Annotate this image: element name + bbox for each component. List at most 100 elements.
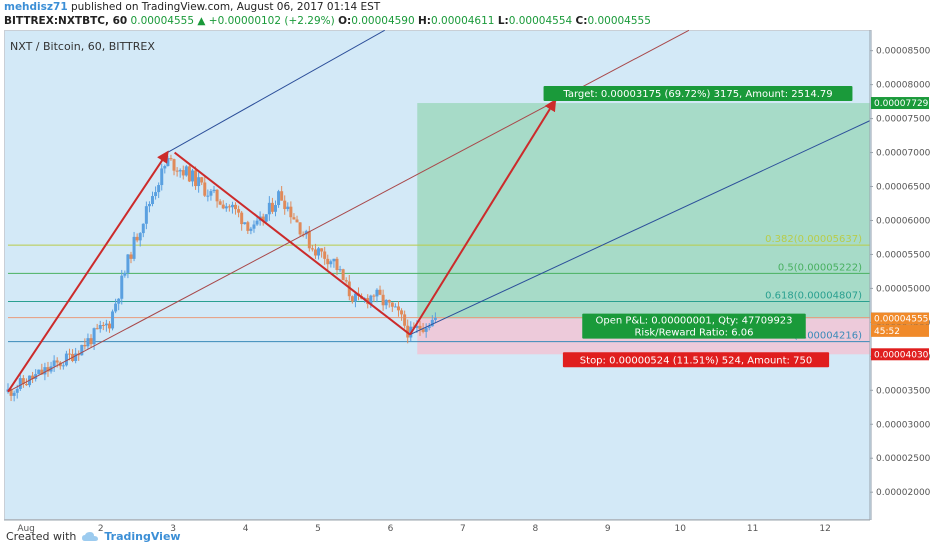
candle-body — [403, 314, 407, 326]
candle-body — [107, 323, 111, 329]
candle-body — [387, 299, 391, 303]
candle-body — [172, 159, 176, 171]
close-label: C: — [575, 15, 588, 27]
candle-body — [424, 327, 428, 332]
candle-body — [249, 228, 253, 231]
candle-body — [123, 272, 127, 276]
open-value: 0.00004590 — [351, 15, 415, 27]
candle-body — [184, 166, 188, 176]
candle-body — [92, 328, 96, 345]
candle-body — [135, 236, 139, 241]
fib-level-label: 0.382(0.00005637) — [765, 234, 862, 245]
stop-label-bg — [562, 352, 830, 368]
candle-body — [154, 192, 158, 197]
candle-body — [218, 201, 222, 205]
x-tick-label: 3 — [170, 524, 176, 534]
candle-body — [286, 206, 290, 210]
symbol-quote-line: BITTREX:NXTBTC, 60 0.00004555 ▲ +0.00000… — [4, 15, 651, 27]
candle-body — [335, 258, 339, 270]
target-label-text: Target: 0.00003175 (69.72%) 3175, Amount… — [562, 89, 832, 100]
candle-body — [141, 223, 145, 234]
footer: Created with TradingView — [6, 530, 181, 543]
candle-body — [166, 158, 170, 167]
candle-body — [224, 206, 228, 209]
candle-body — [21, 378, 25, 384]
close-value: 0.00004555 — [587, 15, 651, 27]
candle-body — [126, 254, 130, 273]
candle-body — [117, 298, 121, 304]
risk-reward-text: Risk/Reward Ratio: 6.06 — [634, 328, 753, 339]
price-tag-label: 0.00004030 — [874, 350, 929, 360]
candle-body — [194, 170, 198, 187]
price-tag — [871, 324, 929, 337]
stop-label-text: Stop: 0.00000524 (11.51%) 524, Amount: 7… — [580, 355, 812, 366]
candle-body — [24, 383, 28, 386]
low-label: L: — [497, 15, 509, 27]
candle-body — [181, 170, 185, 176]
candle-body — [190, 170, 194, 182]
candle-body — [212, 189, 216, 192]
created-with-text: Created with — [6, 530, 77, 543]
candle-body — [147, 203, 151, 207]
target-label: Target: 0.00003175 (69.72%) 3175, Amount… — [543, 86, 853, 102]
last-price: 0.00004555 — [130, 15, 195, 27]
x-tick-label: 5 — [315, 524, 321, 534]
candle-body — [163, 166, 167, 169]
y-tick-label: 0.00002000 — [876, 488, 931, 498]
candle-body — [261, 216, 265, 222]
price-change: +0.00000102 (+2.29%) — [208, 15, 335, 27]
x-tick-label: 12 — [819, 524, 830, 534]
candle-body — [101, 324, 105, 326]
candle-body — [178, 170, 182, 172]
candle-body — [61, 365, 65, 367]
trend-channel-line — [409, 120, 871, 336]
candle-body — [277, 191, 281, 206]
pnl-label-text: Open P&L: 0.00000001, Qty: 47709923 — [595, 316, 792, 327]
candle-body — [138, 233, 142, 241]
candle-body — [209, 191, 213, 196]
candle-body — [430, 319, 434, 327]
price-tag — [871, 97, 929, 110]
high-value: 0.00004611 — [431, 15, 495, 27]
price-tag — [871, 312, 929, 325]
candle-body — [267, 202, 271, 215]
author-link[interactable]: mehdisz71 — [4, 1, 68, 13]
y-tick-label: 0.00002500 — [876, 454, 931, 464]
y-tick-label: 0.00007000 — [876, 149, 931, 159]
candle-body — [396, 306, 400, 311]
candle-body — [98, 324, 102, 329]
publish-info: mehdisz71 published on TradingView.com, … — [4, 1, 380, 13]
candle-body — [83, 344, 87, 347]
candle-body — [52, 360, 56, 367]
candle-body — [273, 205, 277, 212]
candle-body — [375, 289, 379, 297]
candle-body — [323, 251, 327, 259]
candle-body — [427, 326, 431, 328]
trend-arrow — [173, 151, 411, 336]
candle-body — [320, 248, 324, 252]
candle-body — [227, 206, 231, 208]
y-tick-label: 0.00006500 — [876, 183, 931, 193]
candle-body — [37, 369, 41, 375]
y-tick-label: 0.00005500 — [876, 250, 931, 260]
candle-body — [175, 170, 179, 172]
target-zone — [417, 103, 870, 319]
candle-body — [111, 311, 115, 329]
candle-body — [120, 275, 124, 299]
x-tick-label: 9 — [605, 524, 611, 534]
fib-level-label: 0.786(0.00004216) — [765, 331, 862, 342]
tradingview-cloud-icon — [82, 531, 99, 541]
candle-body — [332, 258, 336, 262]
candle-body — [246, 222, 250, 231]
candle-body — [197, 177, 201, 187]
candle-body — [74, 353, 78, 361]
tradingview-brand[interactable]: TradingView — [104, 530, 181, 543]
candle-body — [243, 222, 247, 225]
candle-body — [326, 258, 330, 265]
x-tick-label: 7 — [460, 524, 466, 534]
candle-body — [18, 378, 22, 389]
candle-body — [252, 224, 256, 229]
candle-body — [157, 185, 161, 193]
candle-body — [237, 209, 241, 213]
